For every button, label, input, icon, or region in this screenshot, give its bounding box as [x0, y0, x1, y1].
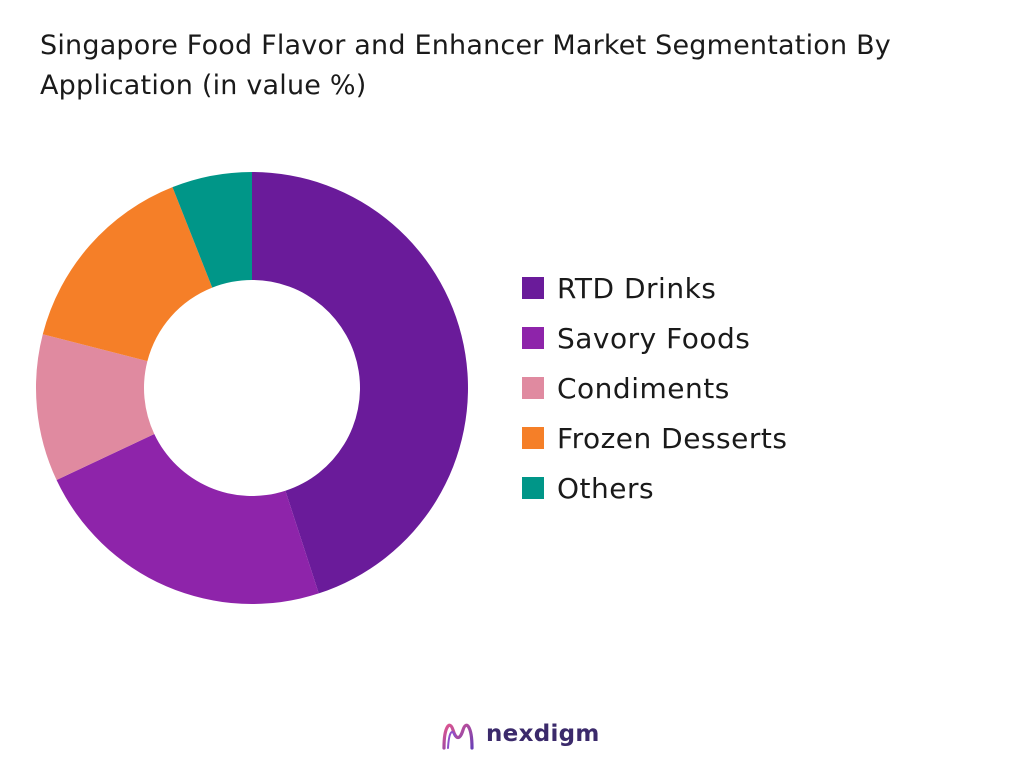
legend-label: Frozen Desserts	[557, 421, 788, 455]
brand-footer: nexdigm	[440, 716, 600, 752]
donut-slice-rtd-drinks	[252, 172, 468, 594]
nexdigm-logo-icon	[442, 723, 474, 750]
legend-label: Condiments	[557, 371, 730, 405]
legend-label: Others	[557, 471, 655, 505]
legend-label: Savory Foods	[557, 321, 751, 355]
donut-slice-others	[172, 172, 252, 288]
legend-swatch	[522, 377, 544, 399]
legend-item-rtd-drinks: RTD Drinks	[522, 263, 787, 313]
chart-legend: RTD Drinks Savory Foods Condiments Froze…	[522, 263, 787, 513]
brand-name: nexdigm	[486, 721, 600, 747]
legend-swatch	[522, 477, 544, 499]
legend-item-others: Others	[522, 463, 787, 513]
chart-title: Singapore Food Flavor and Enhancer Marke…	[40, 30, 891, 101]
legend-swatch	[522, 327, 544, 349]
legend-swatch	[522, 427, 544, 449]
legend-item-savory-foods: Savory Foods	[522, 313, 787, 363]
legend-label: RTD Drinks	[557, 271, 717, 305]
donut-slice-condiments	[35, 334, 155, 480]
donut-slice-savory-foods	[56, 433, 319, 604]
donut-slice-frozen-desserts	[42, 187, 213, 362]
legend-item-condiments: Condiments	[522, 363, 787, 413]
legend-swatch	[522, 277, 544, 299]
legend-item-frozen-desserts: Frozen Desserts	[522, 413, 787, 463]
